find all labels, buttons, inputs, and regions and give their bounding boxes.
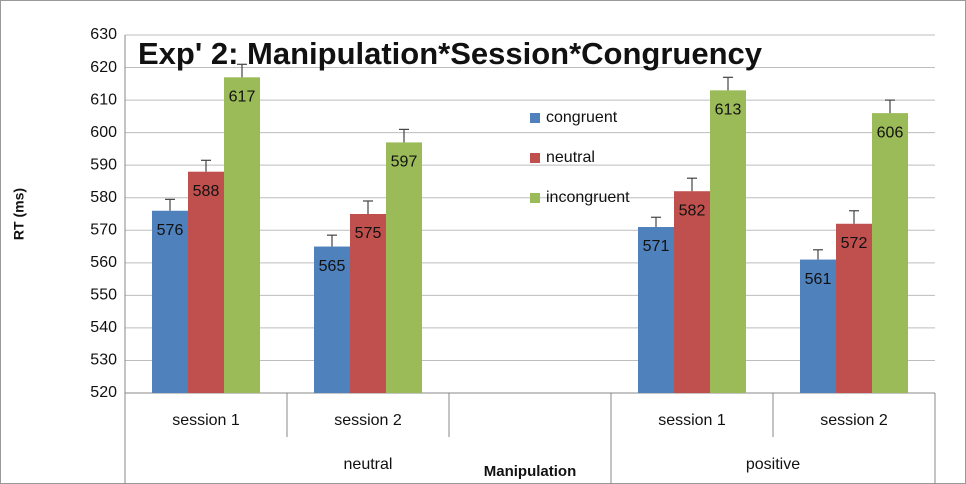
bar xyxy=(152,210,188,393)
value-label: 597 xyxy=(391,154,418,171)
y-tick-label: 550 xyxy=(90,287,117,304)
x-axis-label: Manipulation xyxy=(484,463,577,480)
bar xyxy=(674,191,710,393)
bar xyxy=(710,90,746,393)
y-tick-label: 610 xyxy=(90,91,117,108)
value-label: 617 xyxy=(229,89,256,106)
value-label: 606 xyxy=(877,124,904,141)
y-tick-label: 620 xyxy=(90,59,117,76)
value-label: 572 xyxy=(841,235,868,252)
legend-label: neutral xyxy=(546,149,595,166)
value-label: 561 xyxy=(805,271,832,288)
legend-swatch xyxy=(530,153,540,163)
bar xyxy=(638,227,674,393)
bar xyxy=(188,171,224,393)
y-tick-label: 570 xyxy=(90,221,117,238)
value-label: 613 xyxy=(715,102,742,119)
bar xyxy=(350,214,386,393)
value-label: 588 xyxy=(193,183,220,200)
bar xyxy=(224,77,260,394)
value-label: 576 xyxy=(157,222,184,239)
legend-label: incongruent xyxy=(546,189,630,206)
y-axis-label: RT (ms) xyxy=(11,188,27,240)
x-tick-label: session 2 xyxy=(334,412,402,429)
y-tick-label: 580 xyxy=(90,189,117,206)
y-tick-label: 520 xyxy=(90,384,117,401)
chart-title: Exp' 2: Manipulation*Session*Congruency xyxy=(138,36,763,71)
value-label: 582 xyxy=(679,202,706,219)
bar xyxy=(314,246,350,393)
y-tick-label: 530 xyxy=(90,352,117,369)
bar xyxy=(386,142,422,393)
legend-swatch xyxy=(530,113,540,123)
value-label: 565 xyxy=(319,258,346,275)
bar xyxy=(800,259,836,393)
y-tick-label: 630 xyxy=(90,26,117,43)
legend-swatch xyxy=(530,193,540,203)
x-tick-label: session 2 xyxy=(820,412,888,429)
x-tick-label: session 1 xyxy=(172,412,240,429)
y-tick-label: 600 xyxy=(90,124,117,141)
x-tick-label: session 1 xyxy=(658,412,726,429)
y-tick-label: 590 xyxy=(90,156,117,173)
group-label: neutral xyxy=(344,456,393,473)
value-label: 575 xyxy=(355,225,382,242)
bar xyxy=(836,223,872,393)
y-tick-label: 540 xyxy=(90,319,117,336)
y-tick-label: 560 xyxy=(90,254,117,271)
value-label: 571 xyxy=(643,238,670,255)
legend-label: congruent xyxy=(546,109,618,126)
group-label: positive xyxy=(746,456,800,473)
bar xyxy=(872,113,908,393)
